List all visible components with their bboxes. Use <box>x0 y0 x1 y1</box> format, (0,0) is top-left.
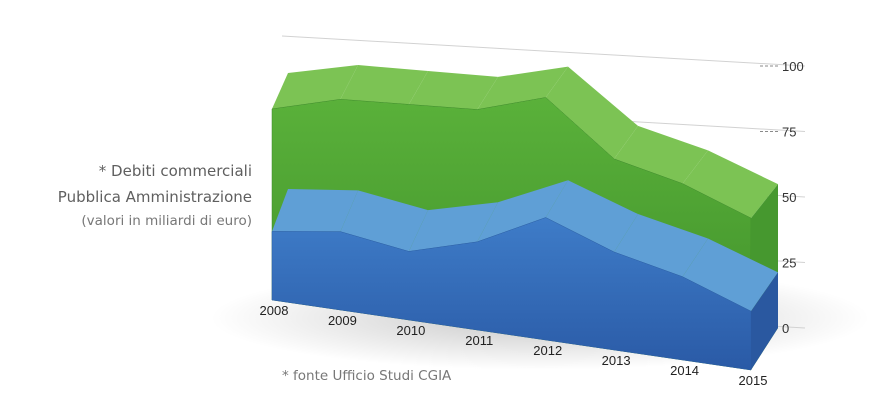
series-1-top-2013 <box>614 214 708 277</box>
y-tick-label-50: 50 <box>782 190 796 205</box>
series-0-top-2008 <box>272 65 358 109</box>
y-tick-label-0: 0 <box>782 321 789 336</box>
series-1-top-2012 <box>545 180 638 252</box>
y-tick-label-75: 75 <box>782 125 796 140</box>
chart-subtitle: (valori in miliardi di euro) <box>81 213 252 229</box>
series-0-top-2014 <box>682 150 778 219</box>
series-1-top-2010 <box>408 202 498 252</box>
x-tick-label-2013: 2013 <box>602 353 631 368</box>
series-0-top-2011 <box>477 66 568 110</box>
chart-source-note: * fonte Ufficio Studi CGIA <box>282 368 452 384</box>
x-tick-label-2009: 2009 <box>328 313 357 328</box>
series-1-top-2009 <box>340 190 428 252</box>
series-0-top-2012 <box>545 66 638 159</box>
series-1-top-2008 <box>272 189 358 232</box>
x-axis-labels: 2008 2009 2010 2011 2012 2013 2014 2015 <box>260 303 768 388</box>
x-tick-label-2012: 2012 <box>533 343 562 358</box>
series-1-end-face <box>751 272 778 370</box>
y-axis-labels: 0 25 50 75 100 <box>782 59 804 336</box>
series-1-top-2011 <box>477 180 568 242</box>
x-tick-label-2010: 2010 <box>396 323 425 338</box>
series-0-top-2013 <box>614 125 708 184</box>
chart-title-line-2: Pubblica Amministrazione <box>57 188 252 206</box>
series-0-top-2010 <box>408 70 498 110</box>
y-tick-label-100: 100 <box>782 59 804 74</box>
y-tick-label-25: 25 <box>782 256 796 271</box>
chart-title-line-1: * Debiti commerciali <box>98 162 252 180</box>
x-tick-label-2011: 2011 <box>465 333 493 348</box>
x-tick-label-2015: 2015 <box>739 373 768 388</box>
areas <box>271 65 778 371</box>
x-tick-label-2014: 2014 <box>670 363 699 378</box>
x-tick-label-2008: 2008 <box>260 303 289 318</box>
series-0-top-2009 <box>340 65 428 105</box>
gridline-100 <box>281 35 806 67</box>
series-1-top-2014 <box>682 238 778 312</box>
